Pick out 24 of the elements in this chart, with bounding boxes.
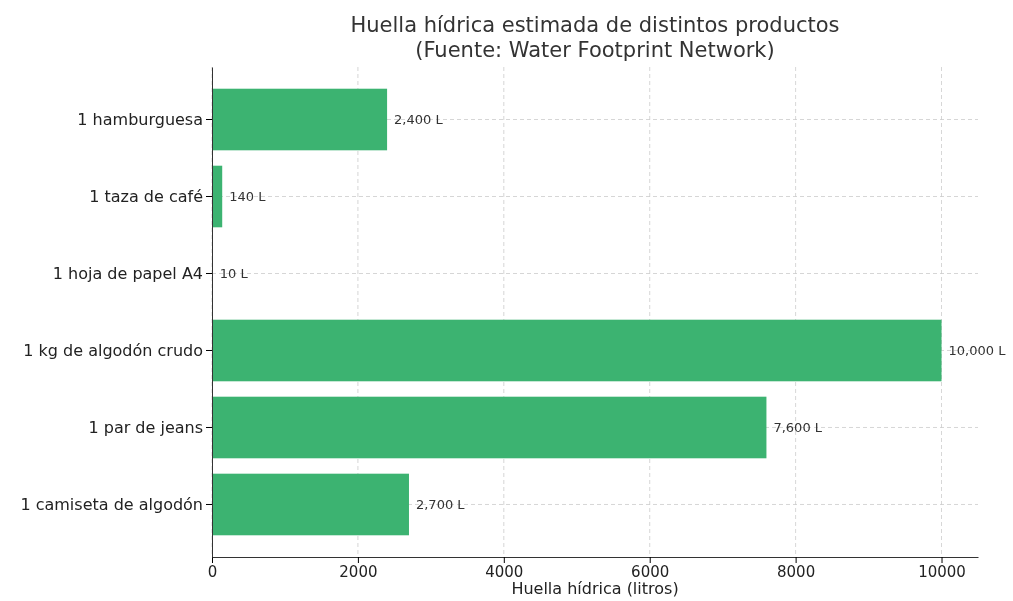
x-tick-label: 8000 xyxy=(777,562,816,581)
bar xyxy=(212,88,388,151)
data-label: 10,000 L xyxy=(948,343,1007,359)
data-label: 2,700 L xyxy=(415,497,466,513)
y-tick-label: 1 hoja de papel A4 xyxy=(52,263,203,283)
x-tick-label: 10000 xyxy=(918,562,966,581)
x-tick-label: 6000 xyxy=(631,562,670,581)
bar xyxy=(212,473,409,536)
bar xyxy=(212,396,767,459)
y-tick-label: 1 taza de café xyxy=(89,186,203,206)
data-label: 140 L xyxy=(229,189,267,205)
data-label: 7,600 L xyxy=(773,420,823,436)
chart-title: Huella hídrica estimada de distintos productos (Fuente: Water Footprint Network) xyxy=(350,13,840,62)
data-label: 10 L xyxy=(219,266,249,282)
x-tick-label: 4000 xyxy=(485,562,524,581)
y-tick-label: 1 hamburguesa xyxy=(77,109,203,129)
y-tick-label: 1 kg de algodón crudo xyxy=(23,340,203,360)
x-axis-title: Huella hídrica (litros) xyxy=(511,579,679,598)
data-label: 2,400 L xyxy=(394,112,444,128)
bar xyxy=(212,319,942,382)
y-tick-label: 1 camiseta de algodón xyxy=(20,494,203,514)
x-tick-label: 2000 xyxy=(339,562,378,581)
x-tick-label: 0 xyxy=(207,562,218,581)
y-tick-label: 1 par de jeans xyxy=(88,417,203,437)
